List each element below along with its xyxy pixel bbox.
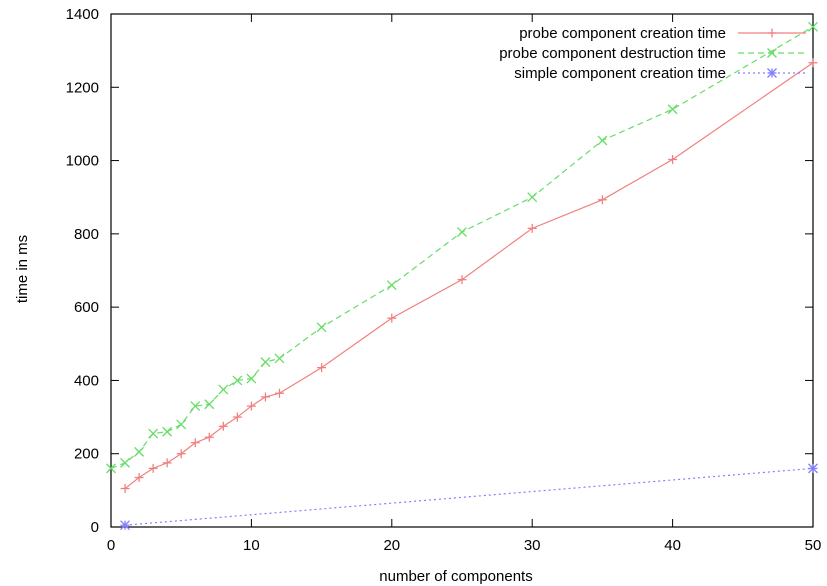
x-tick-label-4: 40 [664,537,681,554]
series-0-point-10 [260,392,270,402]
series-1-point-11-d2 [260,357,271,368]
legend-marker-0 [767,28,777,38]
series-0-point-7 [218,421,228,431]
series-1-point-15 [457,227,467,237]
series-2 [120,463,818,531]
series-1-line [110,26,814,469]
series-1-point-14 [386,280,397,291]
series-1-point-3-d2 [148,428,159,439]
series-1 [106,21,818,474]
series-2-point-1-d2 [808,463,818,474]
series-1-point-17 [597,135,608,146]
series-1-point-6-d2 [190,401,201,412]
series-0-point-15 [527,223,537,233]
legend-label-0: probe component creation time [519,25,726,42]
legend-marker-2-d2 [767,68,777,78]
series-1-point-10-d2 [246,373,257,384]
series-1-point-16 [527,192,538,203]
series-0-point-16 [597,195,607,205]
legend: probe component creation time probe compo… [499,25,806,82]
series-1-point-13 [316,322,327,333]
x-tick-label-1: 10 [243,537,260,554]
series-1-point-5 [176,419,187,430]
series-0-point-2 [148,463,158,473]
series-1-point-8-d2 [218,384,229,395]
series-1-point-12 [274,353,285,364]
y-tick-label-5: 1000 [66,153,99,170]
series-0-point-13 [387,313,397,323]
y-tick-label-2: 400 [74,372,99,389]
legend-marker-1 [767,48,777,58]
series-0-point-8 [232,412,242,422]
plot-frame [110,13,814,528]
series-1-point-12-d2 [274,353,285,364]
series-1-point-1-d2 [120,457,130,468]
series-2-point-0-d2 [120,520,130,531]
legend-label-1: probe component destruction time [499,45,726,62]
x-tick-label-5: 50 [805,537,822,554]
series-1-point-9-d2 [232,375,243,386]
series-1-point-4-d2 [162,426,173,437]
series-0-point-4 [176,449,186,459]
x-tick-label-2: 20 [383,537,400,554]
series-1-point-18 [667,104,678,115]
series-1-point-2 [134,446,145,457]
legend-marker-2 [767,68,777,78]
series-1-point-4 [162,426,173,437]
y-tick-label-1: 200 [74,446,99,463]
series-1-point-0-d2 [106,463,116,474]
series-1-point-9 [232,375,243,386]
series-0 [120,58,818,494]
series-0-line [124,62,814,489]
series-1-point-1 [120,457,130,468]
series-1-point-3 [148,428,159,439]
legend-label-2: simple component creation time [514,65,726,82]
y-tick-label-4: 800 [74,226,99,243]
series-1-point-8 [218,384,229,395]
series-0-point-0 [120,484,130,494]
series-1-point-18-d2 [667,104,678,115]
series-1-point-16-d2 [527,192,538,203]
series-1-point-10 [246,373,257,384]
series-0-point-17 [668,154,678,164]
series-2-line [124,467,814,526]
legend-marker-1-d2 [767,48,777,58]
series-0-point-6 [204,432,214,442]
plot-axes [110,13,814,528]
series-0-point-14 [457,275,467,285]
y-tick-label-3: 600 [74,299,99,316]
series-1-point-7-d2 [204,399,215,410]
axis-ticks: 0 10 20 30 40 50 0 200 400 600 800 1000 1200 1400 [66,6,822,554]
series-2-point-1 [808,463,818,474]
series-1-point-0 [106,463,116,474]
series-1-point-19-d2 [808,21,818,32]
series-1-point-13-d2 [316,322,327,333]
y-tick-label-7: 1400 [66,6,99,23]
series-1-point-19 [808,21,818,32]
series-1-point-14-d2 [386,280,397,291]
series-1-point-2-d2 [134,446,145,457]
y-tick-label-6: 1200 [66,79,99,96]
series-0-point-18 [808,58,818,68]
series-2-point-0 [120,520,130,531]
x-tick-label-0: 0 [107,537,115,554]
series-0-point-11 [274,388,284,398]
series-0-point-12 [317,363,327,373]
series-0-point-3 [162,458,172,468]
series-1-point-17-d2 [597,135,608,146]
series-1-point-11 [260,357,271,368]
y-tick-label-0: 0 [91,519,99,536]
series-0-point-5 [190,438,200,448]
series-1-point-5-d2 [176,419,187,430]
series-1-point-15-d2 [457,227,467,237]
x-axis-title: number of components [379,568,532,585]
series-0-point-1 [134,473,144,483]
series-layer [106,21,818,531]
series-0-point-9 [246,401,256,411]
y-axis-title: time in ms [14,235,31,303]
series-1-point-6 [190,401,201,412]
x-tick-label-3: 30 [524,537,541,554]
series-1-point-7 [204,399,215,410]
